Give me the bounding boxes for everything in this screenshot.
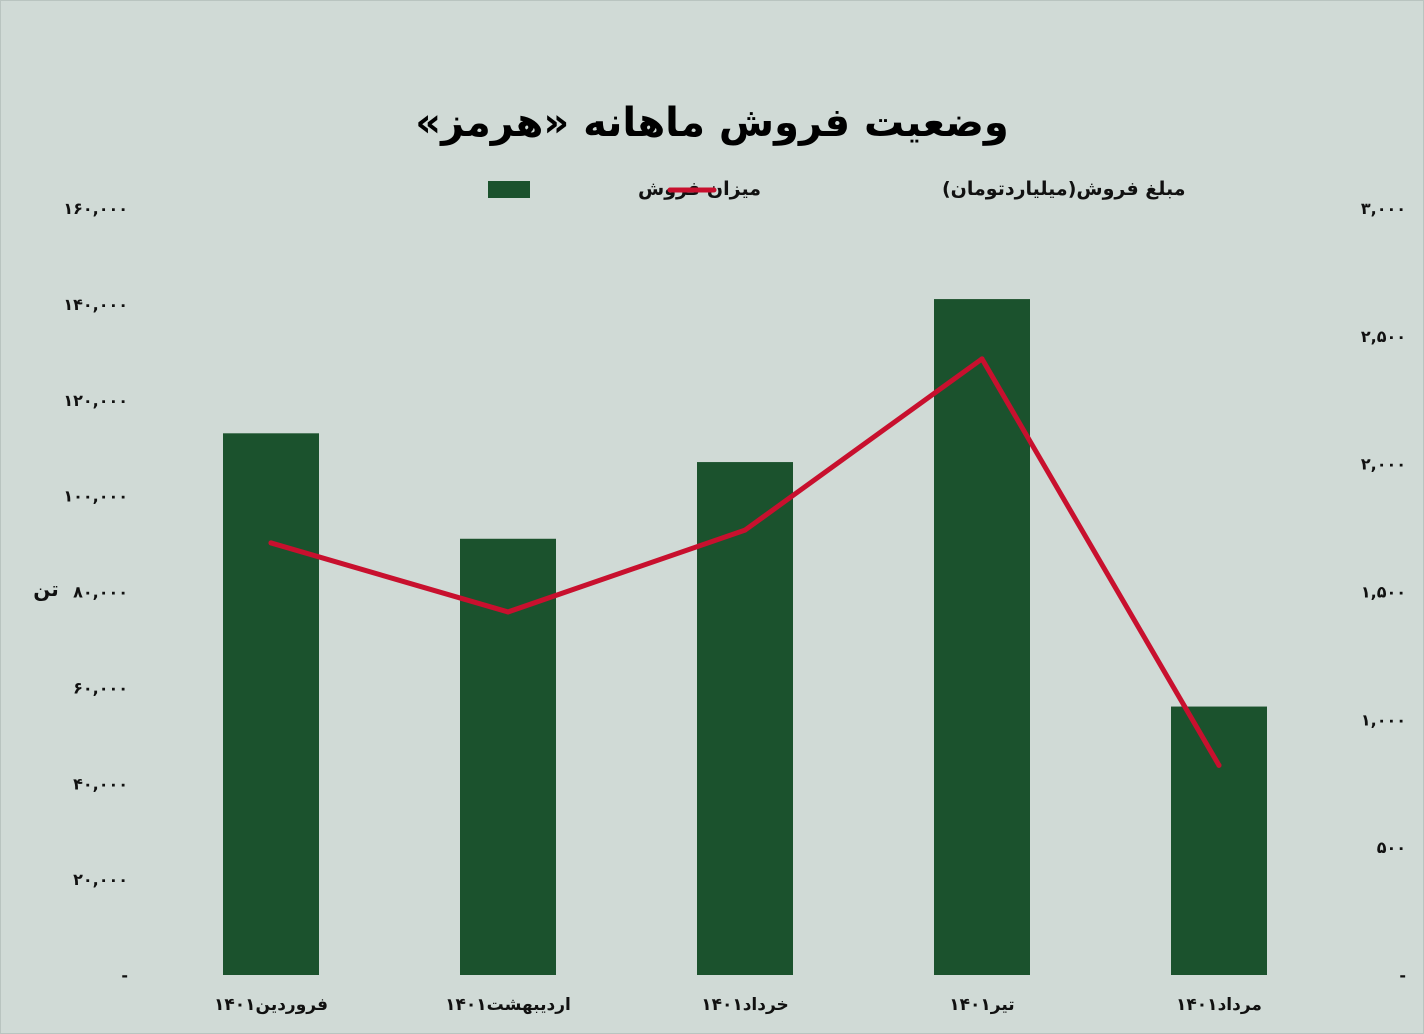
y-left-tick-label: ۱۴۰,۰۰۰ [63,295,128,314]
legend-label-line: مبلغ فروش(میلیاردتومان) [942,178,1186,200]
line-point [979,356,985,362]
y-right-ticks: - ۵۰۰ ۱,۰۰۰ ۱,۵۰۰ ۲,۰۰۰ ۲,۵۰۰ ۳,۰۰۰ [1361,199,1406,985]
line-point [742,527,748,533]
y-right-tick-label: ۲,۰۰۰ [1361,455,1406,474]
y-left-tick-label: ۲۰,۰۰۰ [73,870,128,889]
x-category-label: خرداد۱۴۰۱ [701,995,789,1015]
legend-swatch-bar [488,181,530,198]
y-right-tick-label: ۲,۵۰۰ [1361,327,1406,346]
line-series [268,356,1222,768]
y-right-tick-label: ۱,۵۰۰ [1361,583,1406,602]
x-category-label: اردیبهشت۱۴۰۱ [445,995,571,1015]
y-left-tick-label: ۸۰,۰۰۰ [73,583,128,602]
line-point [268,540,274,546]
y-right-tick-label: ۱,۰۰۰ [1361,710,1406,729]
y-left-tick-label: ۶۰,۰۰۰ [73,678,128,697]
y-left-tick-label: ۱۶۰,۰۰۰ [63,199,128,218]
line-point [505,609,511,615]
y-left-axis-title: تن [33,577,59,601]
bar [697,462,793,976]
y-right-tick-label: - [1399,966,1406,985]
y-left-tick-label: ۱۲۰,۰۰۰ [63,391,128,410]
y-left-tick-label: ۴۰,۰۰۰ [73,774,128,793]
y-right-tick-label: ۳,۰۰۰ [1361,199,1406,218]
bar [223,433,319,975]
x-category-label: فروردین۱۴۰۱ [214,995,328,1015]
y-left-tick-label: - [121,966,128,985]
y-left-ticks: - ۲۰,۰۰۰ ۴۰,۰۰۰ ۶۰,۰۰۰ ۸۰,۰۰۰ ۱۰۰,۰۰۰ ۱۲۰,۰۰۰ ۱… [63,199,128,985]
y-left-tick-label: ۱۰۰,۰۰۰ [63,487,128,506]
y-right-tick-label: ۵۰۰ [1377,838,1406,857]
x-axis-categories: فروردین۱۴۰۱ اردیبهشت۱۴۰۱ خرداد۱۴۰۱ تیر۱۴۰۱ م… [214,995,1262,1015]
chart-title: وضعیت فروش ماهانه «هرمز» [415,100,1008,146]
bar-series [223,299,1267,976]
bar [934,299,1030,975]
x-category-label: مرداد۱۴۰۱ [1176,995,1262,1015]
legend: میزان فروش مبلغ فروش(میلیاردتومان) [488,178,1186,200]
bar [1171,706,1267,975]
line-point [1216,762,1222,768]
x-category-label: تیر۱۴۰۱ [949,995,1014,1015]
